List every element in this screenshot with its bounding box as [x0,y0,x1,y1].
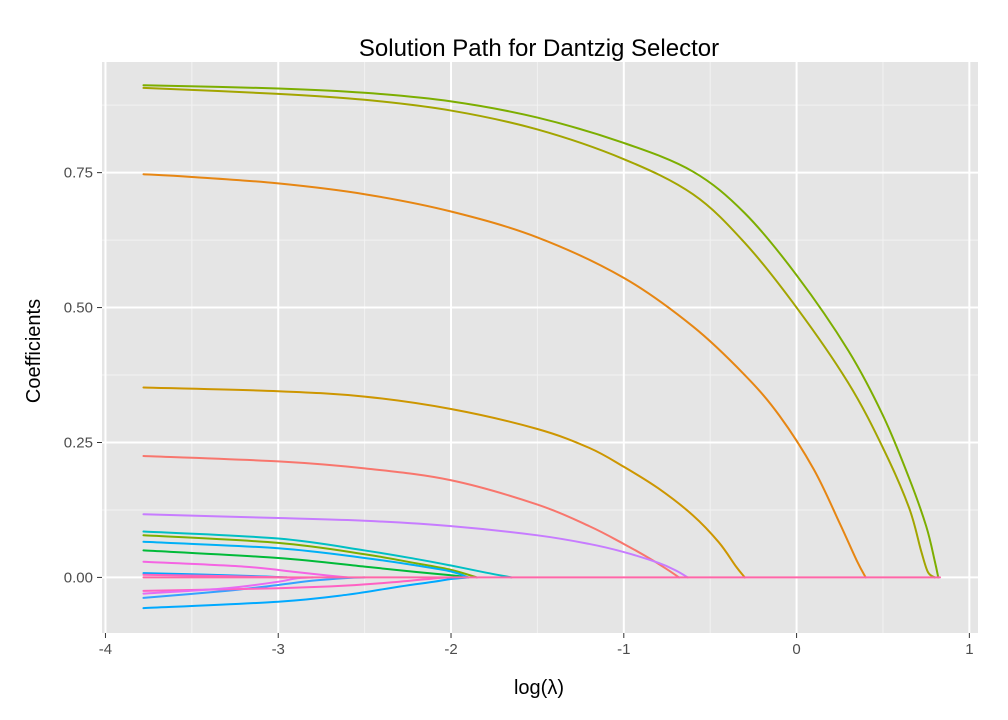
x-axis-title: log(λ) [514,677,564,699]
x-tick-label: 1 [965,641,973,658]
series-line-8 [142,549,470,579]
plot-panel [102,62,978,633]
series-line-2 [142,86,936,579]
y-tick-label: 0.50 [64,300,93,317]
x-tick-label: -1 [617,641,630,658]
series-line-4 [142,386,746,579]
series-line-9 [142,534,478,579]
series-line-11 [142,560,349,579]
x-axis: -4 -3 -2 -1 0 1 [99,633,974,658]
series-line-14 [142,576,453,592]
y-tick-label: 0.00 [64,569,93,586]
x-tick-label: -4 [99,641,112,658]
chart-title: Solution Path for Dantzig Selector [359,35,719,62]
minor-grid [102,62,978,633]
x-tick-label: 0 [792,641,800,658]
series-line-6 [142,513,689,579]
series-layer [142,84,941,610]
series-line-12 [142,576,470,610]
series-line-3 [142,173,867,579]
y-tick-label: 0.25 [64,434,93,451]
y-axis: 0.00 0.25 0.50 0.75 [64,165,102,586]
y-tick-label: 0.75 [64,165,93,182]
y-axis-title: Coefficients [23,299,45,403]
series-line-1 [142,84,940,579]
series-line-10 [142,540,470,579]
series-line-7 [142,530,513,579]
x-tick-label: -3 [272,641,285,658]
x-tick-label: -2 [444,641,457,658]
